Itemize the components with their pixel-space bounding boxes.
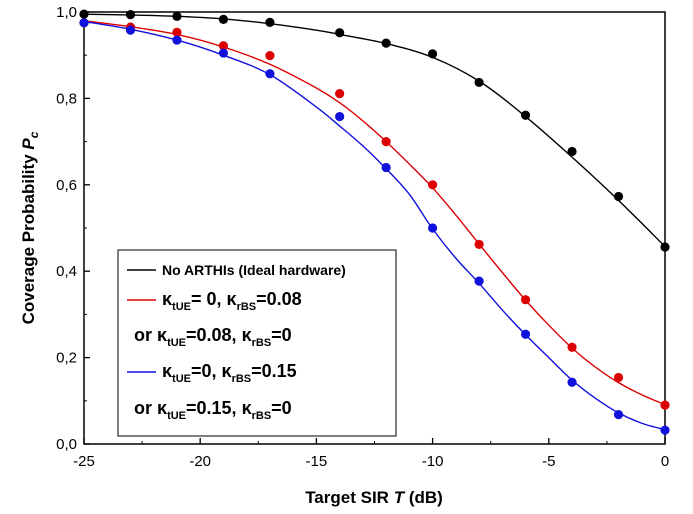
x-tick-label: -25 xyxy=(73,453,95,470)
legend-label-red-1: κtUE= 0, κrBS=0.08 xyxy=(162,289,302,313)
series-3-point xyxy=(125,25,136,35)
y-tick-label: 0,0 xyxy=(56,436,77,453)
series-3-point xyxy=(613,410,624,420)
series-1 xyxy=(79,9,670,252)
series-1-point xyxy=(520,110,531,120)
y-tick-label: 0,8 xyxy=(56,90,77,107)
series-2-point xyxy=(474,239,484,250)
series-2-point xyxy=(172,27,182,37)
series-1-point xyxy=(265,17,275,27)
series-1-point xyxy=(381,38,391,48)
series-2-point xyxy=(660,400,670,410)
series-2 xyxy=(79,18,670,410)
y-tick-label: 0,4 xyxy=(56,263,77,280)
series-3-point xyxy=(428,223,438,233)
series-2-point xyxy=(335,89,345,99)
series-layer xyxy=(79,9,670,435)
series-2-point xyxy=(265,51,275,61)
series-3-point xyxy=(335,111,345,122)
y-axis-title: Coverage Probability Pc xyxy=(19,131,41,324)
y-axis-ticks: 0,0 0,2 0,4 0,6 0,8 1,0 xyxy=(56,4,90,453)
series-1-point xyxy=(218,14,229,24)
series-2-point xyxy=(428,180,438,190)
x-tick-label: 0 xyxy=(661,453,669,470)
x-tick-label: -10 xyxy=(422,453,444,470)
series-1-point xyxy=(335,28,345,38)
legend: No ARTHIs (Ideal hardware) κtUE= 0, κrBS=… xyxy=(117,249,397,437)
series-2-point xyxy=(218,41,229,51)
series-1-point xyxy=(428,49,438,59)
series-3-point xyxy=(79,18,89,28)
series-3-point xyxy=(567,377,577,387)
legend-label-red-2: or κtUE=0.08, κrBS=0 xyxy=(134,325,292,349)
series-1-point xyxy=(660,242,670,252)
legend-label-blue-1: κtUE=0, κrBS=0.15 xyxy=(162,361,297,385)
series-3 xyxy=(79,18,670,435)
series-3-point xyxy=(474,276,484,286)
series-3-point xyxy=(520,329,531,339)
series-2-point xyxy=(381,137,391,147)
series-2-point xyxy=(613,372,624,383)
series-2-point xyxy=(520,295,531,305)
series-1-point xyxy=(474,77,484,88)
x-tick-label: -20 xyxy=(189,453,211,470)
x-tick-label: -5 xyxy=(542,453,555,470)
legend-entries: No ARTHIs (Ideal hardware) κtUE= 0, κrBS=… xyxy=(127,262,346,422)
y-tick-label: 0,6 xyxy=(56,177,77,194)
x-axis-title: Target SIR T (dB) xyxy=(305,488,443,507)
series-1-point xyxy=(567,146,577,157)
series-3-point xyxy=(381,162,391,173)
series-2-point xyxy=(567,342,577,352)
series-1-point xyxy=(172,11,182,21)
series-1-point xyxy=(79,9,89,19)
series-3-point xyxy=(660,425,670,435)
legend-label-ideal: No ARTHIs (Ideal hardware) xyxy=(162,262,346,278)
x-tick-label: -15 xyxy=(306,453,328,470)
series-3-point xyxy=(218,48,229,58)
y-tick-label: 0,2 xyxy=(56,350,77,367)
series-3-point xyxy=(172,35,182,45)
legend-label-blue-2: or κtUE=0.15, κrBS=0 xyxy=(134,398,292,422)
x-axis-ticks: -25 -20 -15 -10 -5 0 xyxy=(73,438,669,470)
series-3-point xyxy=(265,69,275,79)
series-1-point xyxy=(125,9,136,20)
series-1-line xyxy=(83,13,666,248)
series-1-point xyxy=(613,191,624,202)
y-tick-label: 1,0 xyxy=(56,4,77,21)
legend-box xyxy=(117,249,397,437)
